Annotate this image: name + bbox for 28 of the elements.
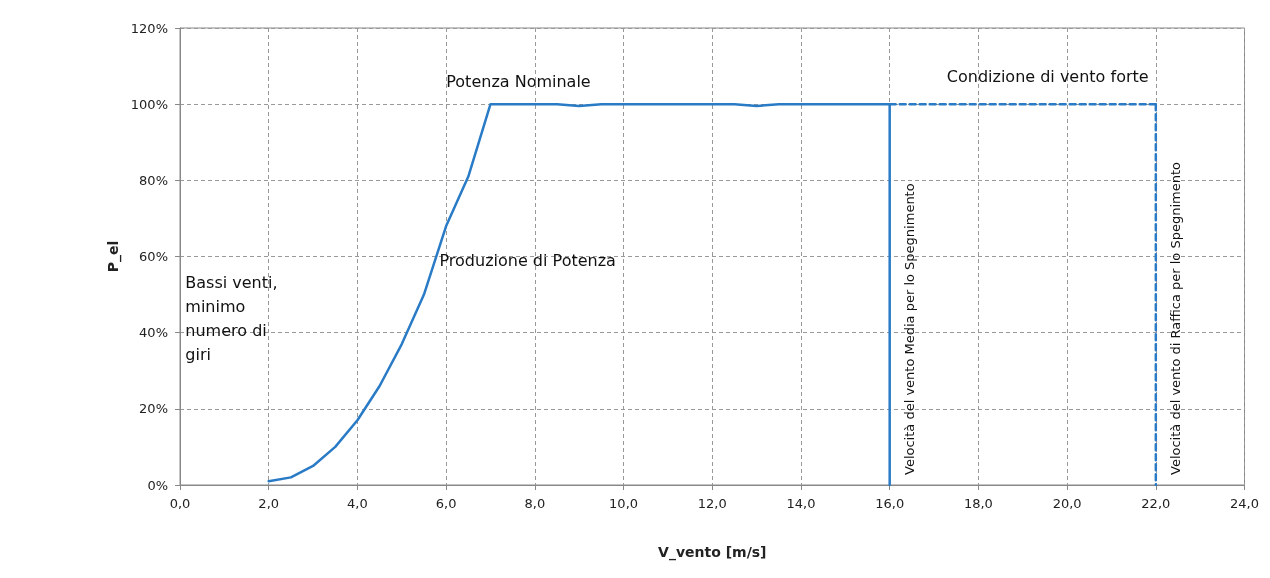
x-tick-label: 12,0 [697, 496, 727, 511]
x-tick-label: 14,0 [786, 496, 816, 511]
x-axis-title: V_vento [m/s] [658, 544, 767, 561]
y-tick-label: 100% [130, 96, 168, 112]
y-axis-title: P_el [104, 240, 122, 273]
y-tick-label: 40% [139, 325, 168, 341]
y-tick-label: 80% [139, 172, 168, 188]
x-tick-label: 10,0 [609, 496, 639, 511]
y-tick-label: 0% [147, 477, 168, 493]
y-tick-label: 60% [139, 249, 168, 264]
x-tick-label: 20,0 [1052, 496, 1082, 511]
x-tick-label: 4,0 [347, 496, 368, 511]
annotation: Condizione di vento forte [946, 67, 1149, 87]
x-tick-label: 22,0 [1141, 496, 1171, 511]
x-tick-label: 18,0 [963, 496, 993, 511]
y-tick-label: 20% [139, 401, 168, 417]
annotation: Produzione di Potenza [439, 251, 616, 271]
annotation: Bassi venti, minimo numero di giri [185, 272, 278, 364]
x-tick-label: 6,0 [435, 496, 457, 511]
x-tick-label: 16,0 [875, 496, 905, 511]
x-tick-label: 24,0 [1230, 496, 1259, 511]
x-tick-label: 8,0 [524, 496, 546, 511]
text: Velocità del vento Media per lo Spegnimento [902, 183, 918, 475]
x-tick-label: 0,0 [169, 496, 191, 511]
y-tick-label: 120% [130, 20, 168, 36]
x-tick-label: 2,0 [258, 496, 280, 511]
annotation: Potenza Nominale [446, 71, 591, 91]
text: Velocità del vento di Raffica per lo Spegnimento [1168, 161, 1184, 475]
